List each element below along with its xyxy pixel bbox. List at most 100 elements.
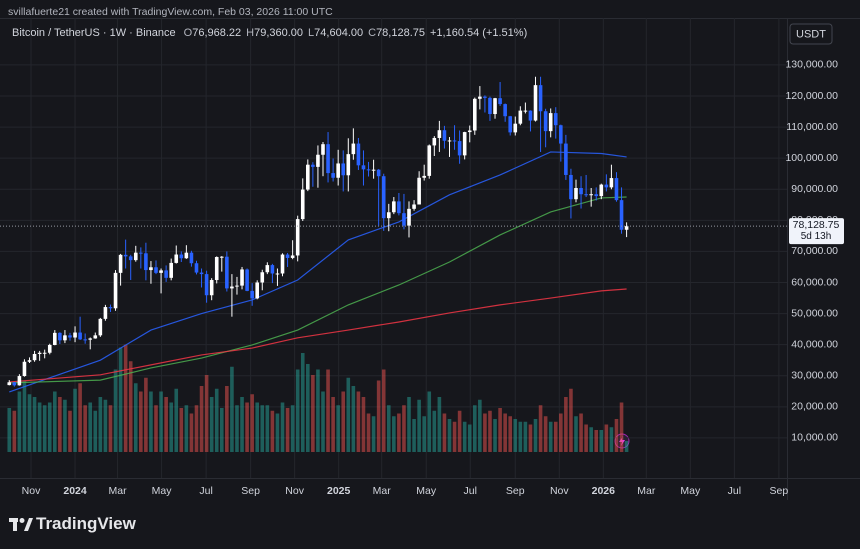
volume-bar — [270, 410, 275, 452]
volume-bar — [508, 416, 513, 452]
volume-bar — [275, 413, 280, 452]
volume-bar — [189, 413, 194, 452]
candle-body — [513, 123, 518, 133]
candle-body — [523, 110, 528, 112]
x-tick-label: Mar — [373, 485, 392, 497]
volume-bar — [366, 413, 371, 452]
volume-bar — [559, 413, 563, 452]
candle-body — [83, 339, 87, 341]
candle-body — [68, 335, 72, 338]
volume-bar — [543, 416, 548, 452]
candle-body — [331, 173, 335, 178]
x-tick-label: Sep — [241, 485, 260, 497]
x-tick-label: Jul — [199, 485, 212, 497]
volume-bar — [128, 361, 133, 452]
volume-bar — [564, 397, 568, 452]
volume-bar — [295, 369, 300, 452]
volume-bar — [594, 430, 599, 452]
volume-bar — [290, 405, 295, 452]
candle-body — [407, 208, 411, 226]
y-tick-label: 90,000.00 — [791, 183, 838, 195]
volume-bar — [260, 405, 265, 452]
candle-body — [553, 113, 558, 126]
candle-body — [235, 285, 239, 287]
volume-bar — [326, 369, 330, 452]
volume-bar — [53, 391, 57, 452]
x-tick-label: Nov — [285, 485, 304, 497]
volume-bar — [346, 377, 351, 452]
volume-bar — [493, 419, 497, 452]
volume-bar — [609, 427, 614, 452]
moving-average-line — [9, 196, 627, 384]
y-tick-label: 110,000.00 — [786, 121, 838, 133]
x-tick-label: Mar — [637, 485, 656, 497]
volume-bar — [462, 421, 467, 452]
candle-body — [169, 262, 173, 278]
candle-body — [533, 85, 538, 121]
logo-part — [19, 518, 25, 523]
volume-bar — [174, 388, 179, 452]
volume-bar — [574, 416, 578, 452]
volume-bar — [356, 391, 361, 452]
volume-bar — [619, 402, 624, 452]
candle-body — [108, 307, 113, 309]
volume-bar — [154, 405, 158, 452]
volume-bar — [472, 405, 477, 452]
candle-body — [32, 353, 37, 361]
logo-part — [13, 518, 17, 531]
volume-bar — [184, 405, 189, 452]
candle-body — [503, 104, 507, 117]
ohlc-value: 79,360.00 — [254, 27, 304, 39]
candle-body — [346, 154, 351, 176]
volume-bar — [498, 408, 502, 452]
volume-bar — [144, 377, 148, 452]
candle-body — [437, 130, 442, 138]
moving-average-line — [9, 288, 627, 383]
candle-body — [336, 163, 340, 178]
candle-body — [488, 97, 492, 115]
candle-body — [371, 169, 376, 171]
candle-body — [326, 144, 330, 174]
volume-bar — [255, 402, 260, 452]
candle-body — [543, 111, 548, 132]
volume-bar — [432, 410, 437, 452]
candle-body — [53, 332, 57, 345]
candle-body — [189, 252, 194, 264]
candle-body — [574, 188, 578, 200]
candle-body — [133, 252, 138, 261]
candle-body — [614, 178, 619, 201]
volume-bar — [397, 413, 401, 452]
candle-body — [245, 269, 249, 291]
grid — [0, 18, 787, 478]
volume-bar — [331, 397, 335, 452]
volume-bar — [579, 413, 583, 452]
candle-body — [548, 113, 553, 132]
volume-bar — [280, 402, 285, 452]
candle-body — [78, 332, 82, 340]
volume-bar — [427, 391, 432, 452]
ohlc-key: H — [246, 27, 255, 39]
candle-body — [366, 169, 371, 171]
volume-bar — [452, 421, 457, 452]
candle-body — [361, 165, 366, 170]
logo-part — [24, 518, 33, 531]
last-price-label: 78,128.75 — [793, 219, 840, 231]
volume-bar — [240, 397, 244, 452]
volume-bar — [47, 402, 52, 452]
candle-body — [98, 318, 103, 336]
volume-bar — [513, 419, 518, 452]
volume-bar — [336, 405, 340, 452]
candle-body — [174, 254, 179, 263]
candle-body — [285, 254, 290, 258]
volume-bar — [250, 394, 254, 452]
volume-bar — [214, 388, 219, 452]
x-tick-label: 2026 — [592, 485, 616, 497]
volume-bar — [341, 391, 346, 452]
volume-bar — [402, 405, 406, 452]
candle-body — [275, 273, 280, 275]
volume-bar — [169, 402, 173, 452]
y-tick-label: 20,000.00 — [791, 401, 838, 413]
